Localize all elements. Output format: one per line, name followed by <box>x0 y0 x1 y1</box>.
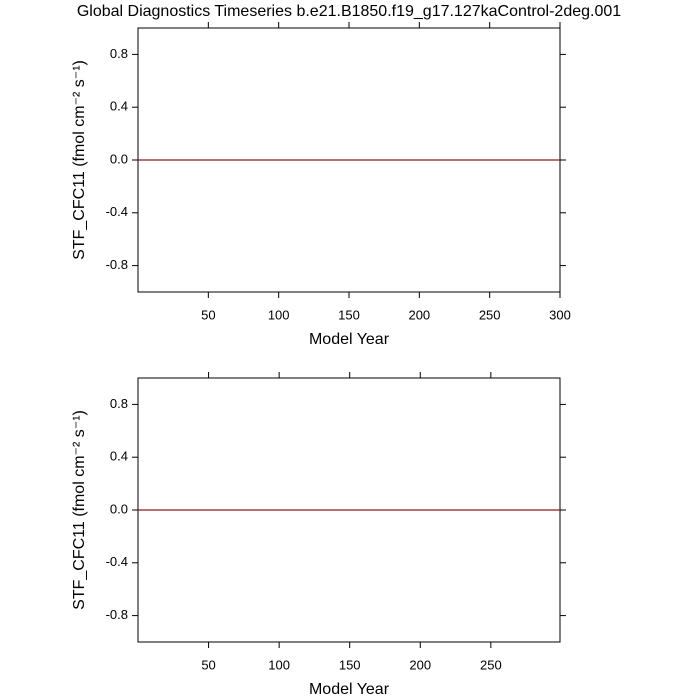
y-tick-label: 0.4 <box>110 99 128 114</box>
y-tick-label: 0.8 <box>110 46 128 61</box>
chart-title: Global Diagnostics Timeseries b.e21.B185… <box>77 3 621 20</box>
y-tick-label: -0.8 <box>106 257 128 272</box>
y-tick-label: -0.4 <box>106 554 128 569</box>
x-tick-label: 150 <box>339 657 361 672</box>
x-tick-label: 150 <box>338 307 360 322</box>
y-tick-label: -0.4 <box>106 204 128 219</box>
y-tick-label: -0.8 <box>106 607 128 622</box>
y-tick-label: 0.0 <box>110 151 128 166</box>
x-tick-label: 200 <box>409 657 431 672</box>
y-tick-label: 0.0 <box>110 501 128 516</box>
x-tick-label: 100 <box>268 657 290 672</box>
x-tick-label: 250 <box>480 657 502 672</box>
x-tick-label: 250 <box>479 307 501 322</box>
x-tick-label: 50 <box>201 657 215 672</box>
x-axis-label: Model Year <box>309 681 390 698</box>
x-axis-label: Model Year <box>309 331 390 348</box>
x-tick-label: 200 <box>408 307 430 322</box>
y-axis-label: STF_CFC11 (fmol cm⁻² s⁻¹) <box>71 60 88 260</box>
x-tick-label: 50 <box>201 307 215 322</box>
x-tick-label: 300 <box>549 307 571 322</box>
y-tick-label: 0.4 <box>110 449 128 464</box>
y-axis-label: STF_CFC11 (fmol cm⁻² s⁻¹) <box>71 410 88 610</box>
y-tick-label: 0.8 <box>110 396 128 411</box>
x-tick-label: 100 <box>268 307 290 322</box>
